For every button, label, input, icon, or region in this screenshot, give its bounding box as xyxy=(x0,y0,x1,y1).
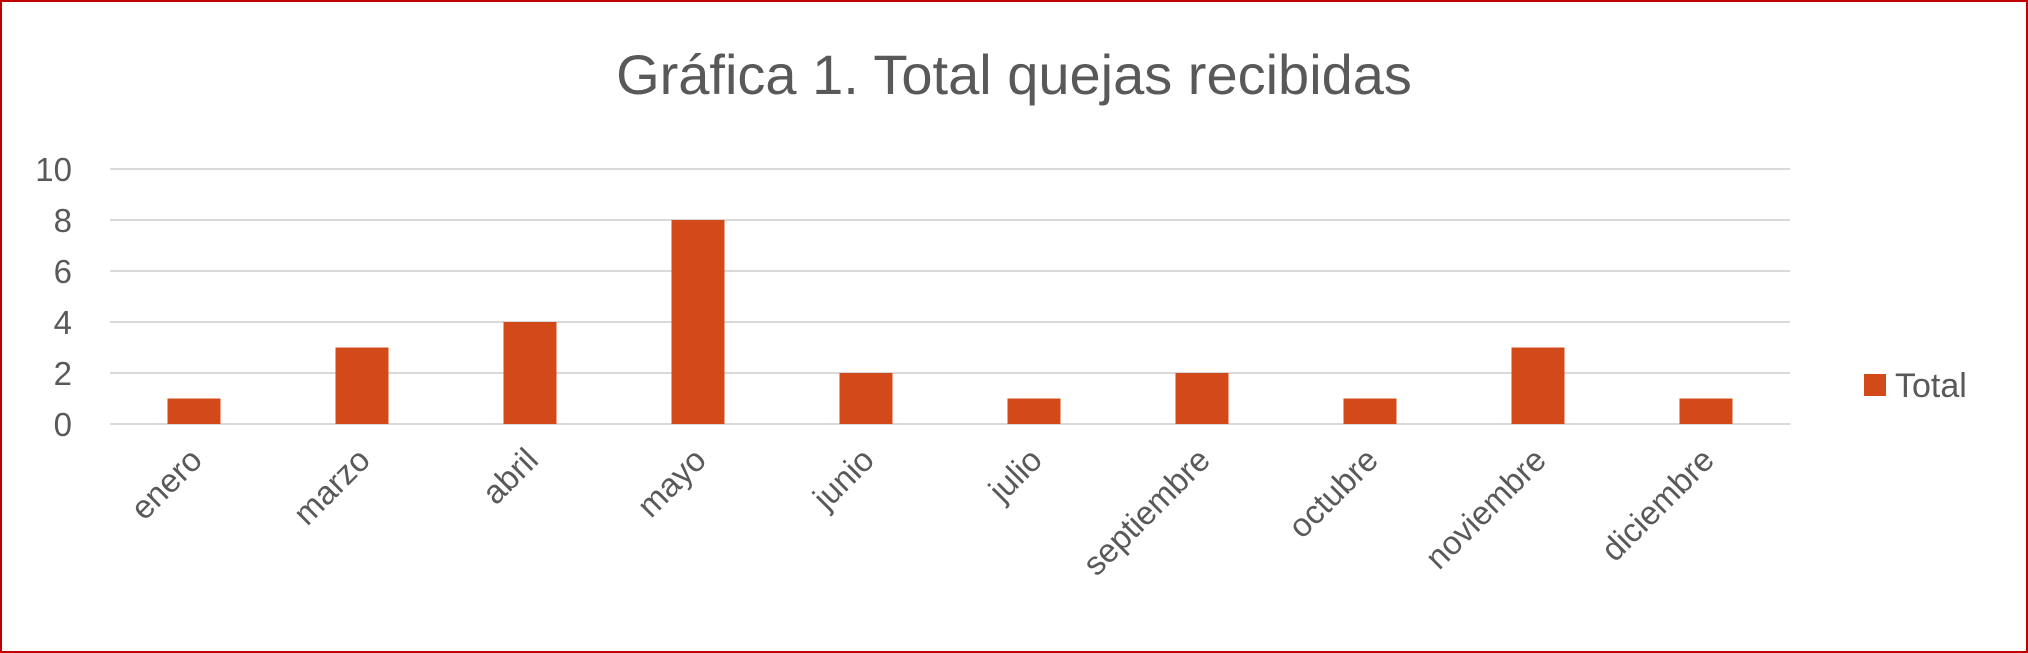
x-tick-label-julio: julio xyxy=(981,441,1049,509)
x-tick-label-enero: enero xyxy=(123,441,209,527)
x-tick-label-marzo: marzo xyxy=(286,441,377,532)
bar-enero xyxy=(167,398,221,424)
bar-diciembre xyxy=(1679,398,1733,424)
bar-octubre xyxy=(1343,398,1397,424)
legend-label-total: Total xyxy=(1895,367,1967,405)
x-tick-label-septiembre: septiembre xyxy=(1075,441,1217,583)
y-tick-label: 0 xyxy=(54,406,72,443)
bar-abril xyxy=(503,322,557,424)
x-tick-label-mayo: mayo xyxy=(630,441,713,524)
y-axis-ticks: 0 2 4 6 8 10 xyxy=(35,151,72,443)
x-tick-label-octubre: octubre xyxy=(1281,441,1385,545)
legend-swatch-total xyxy=(1864,374,1886,396)
chart-title: Gráfica 1. Total quejas recibidas xyxy=(616,43,1412,106)
bar-mayo xyxy=(671,220,725,424)
y-tick-label: 10 xyxy=(35,151,72,188)
bar-julio xyxy=(1007,398,1061,424)
x-axis-ticks: enero marzo abril mayo junio julio septiembre o… xyxy=(123,441,1721,583)
bar-noviembre xyxy=(1511,347,1565,424)
legend: Total xyxy=(1864,367,1967,405)
y-tick-label: 6 xyxy=(54,253,72,290)
x-tick-label-noviembre: noviembre xyxy=(1418,441,1553,576)
y-tick-label: 2 xyxy=(54,355,72,392)
grid-lines xyxy=(110,168,1790,425)
bar-series xyxy=(167,220,1733,424)
bar-junio xyxy=(839,373,893,424)
x-tick-label-diciembre: diciembre xyxy=(1594,441,1721,568)
x-tick-label-junio: junio xyxy=(805,441,881,517)
y-tick-label: 4 xyxy=(54,304,72,341)
x-tick-label-abril: abril xyxy=(475,441,545,511)
bar-septiembre xyxy=(1175,373,1229,424)
bar-marzo xyxy=(335,347,389,424)
y-tick-label: 8 xyxy=(54,202,72,239)
